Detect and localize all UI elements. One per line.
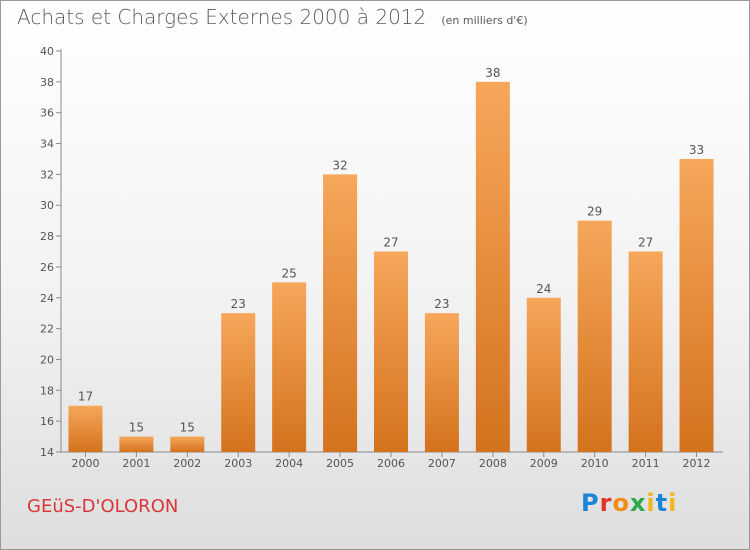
x-tick-label: 2007 (428, 457, 456, 470)
logo-letter: r (599, 489, 613, 517)
y-tick-label: 40 (40, 45, 54, 58)
y-tick-label: 28 (40, 230, 54, 243)
bar (424, 313, 459, 452)
title-row: Achats et Charges Externes 2000 à 2012 (… (17, 5, 528, 29)
bar (221, 313, 256, 452)
bar-value-label: 17 (78, 390, 93, 404)
bar-value-label: 23 (231, 297, 246, 311)
bar (170, 436, 205, 452)
bar-value-label: 33 (689, 143, 704, 157)
bar-value-label: 27 (638, 236, 653, 250)
y-tick-label: 26 (40, 261, 54, 274)
logo-letter: t (655, 489, 669, 517)
x-tick-label: 2004 (275, 457, 303, 470)
y-tick-label: 16 (40, 415, 54, 428)
logo-letter: x (629, 489, 647, 517)
y-tick-label: 34 (40, 138, 54, 151)
x-tick-label: 2010 (581, 457, 609, 470)
bar-value-label: 38 (485, 66, 500, 80)
x-tick-label: 2006 (377, 457, 405, 470)
y-tick-label: 24 (40, 292, 54, 305)
logo-letter: i (646, 489, 656, 517)
bar (577, 220, 612, 452)
bar-value-label: 25 (282, 266, 297, 280)
bar (526, 297, 561, 452)
x-tick-label: 2012 (683, 457, 711, 470)
bar-value-label: 29 (587, 205, 602, 219)
place-name: GEüS-D'OLORON (27, 496, 179, 517)
chart-title: Achats et Charges Externes 2000 à 2012 (17, 5, 427, 29)
bar (68, 405, 103, 452)
bar (323, 174, 358, 452)
x-tick-label: 2011 (632, 457, 660, 470)
x-tick-label: 2005 (326, 457, 354, 470)
bar (374, 251, 408, 452)
bar (272, 282, 307, 452)
bar (679, 158, 714, 452)
x-tick-label: 2000 (71, 457, 99, 470)
x-tick-label: 2001 (122, 457, 150, 470)
proxiti-logo: Proxiti (581, 489, 677, 517)
logo-letter: o (612, 489, 630, 517)
logo-letter: P (581, 489, 600, 517)
y-tick-label: 22 (40, 323, 54, 336)
bar (119, 436, 154, 452)
bar-value-label: 24 (536, 282, 551, 296)
y-tick-label: 18 (40, 384, 54, 397)
y-tick-label: 38 (40, 76, 54, 89)
x-tick-label: 2003 (224, 457, 252, 470)
logo-letter: i (668, 489, 678, 517)
bar-value-label: 27 (383, 236, 398, 250)
y-tick-label: 32 (40, 168, 54, 181)
bar (628, 251, 663, 452)
bar-value-label: 15 (129, 421, 144, 435)
bar-value-label: 15 (180, 421, 195, 435)
bar-value-label: 23 (434, 297, 449, 311)
y-tick-label: 30 (40, 199, 54, 212)
y-tick-label: 36 (40, 107, 54, 120)
bar-value-label: 32 (332, 158, 347, 172)
x-tick-label: 2009 (530, 457, 558, 470)
y-tick-label: 20 (40, 353, 54, 366)
y-tick-label: 14 (40, 446, 54, 459)
x-tick-label: 2008 (479, 457, 507, 470)
chart-subtitle: (en milliers d'€) (441, 14, 528, 27)
bar (475, 81, 510, 452)
x-tick-label: 2002 (173, 457, 201, 470)
